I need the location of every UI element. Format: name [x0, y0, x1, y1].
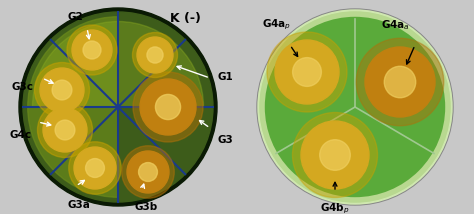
Text: G4a$_p$: G4a$_p$: [262, 18, 291, 32]
Circle shape: [35, 62, 90, 117]
Text: K (-): K (-): [170, 12, 201, 25]
Circle shape: [356, 38, 444, 126]
Circle shape: [83, 41, 101, 59]
Circle shape: [133, 33, 177, 77]
Circle shape: [19, 8, 217, 206]
Text: G3c: G3c: [12, 82, 34, 92]
Circle shape: [37, 103, 92, 158]
Circle shape: [40, 68, 84, 112]
Circle shape: [155, 94, 181, 120]
Circle shape: [55, 120, 75, 140]
Circle shape: [85, 159, 104, 177]
Circle shape: [138, 163, 157, 181]
Wedge shape: [28, 17, 118, 197]
Circle shape: [292, 58, 321, 86]
Circle shape: [127, 151, 169, 193]
Circle shape: [133, 72, 203, 142]
Circle shape: [74, 147, 116, 189]
Circle shape: [23, 12, 213, 202]
Text: G3: G3: [218, 135, 234, 145]
Circle shape: [69, 142, 121, 194]
Circle shape: [319, 140, 350, 170]
Circle shape: [43, 108, 87, 152]
Text: G1: G1: [218, 72, 234, 82]
Circle shape: [262, 14, 448, 200]
Circle shape: [122, 146, 174, 198]
Circle shape: [275, 40, 339, 104]
Wedge shape: [33, 21, 203, 107]
Circle shape: [384, 66, 416, 98]
Text: G2: G2: [68, 12, 84, 22]
Circle shape: [52, 80, 72, 100]
Circle shape: [301, 121, 369, 189]
Circle shape: [292, 113, 377, 198]
Circle shape: [365, 47, 435, 117]
Circle shape: [72, 30, 112, 70]
Text: G3a: G3a: [68, 200, 91, 210]
Circle shape: [267, 32, 347, 112]
Circle shape: [137, 37, 173, 73]
Text: G4a$_a$: G4a$_a$: [381, 18, 410, 32]
Circle shape: [258, 10, 452, 204]
Text: G4b$_p$: G4b$_p$: [320, 202, 350, 214]
Text: G3b: G3b: [135, 202, 158, 212]
Text: G4c: G4c: [10, 130, 32, 140]
Circle shape: [67, 25, 117, 75]
Circle shape: [147, 47, 163, 63]
Circle shape: [140, 79, 196, 135]
Circle shape: [257, 9, 453, 205]
